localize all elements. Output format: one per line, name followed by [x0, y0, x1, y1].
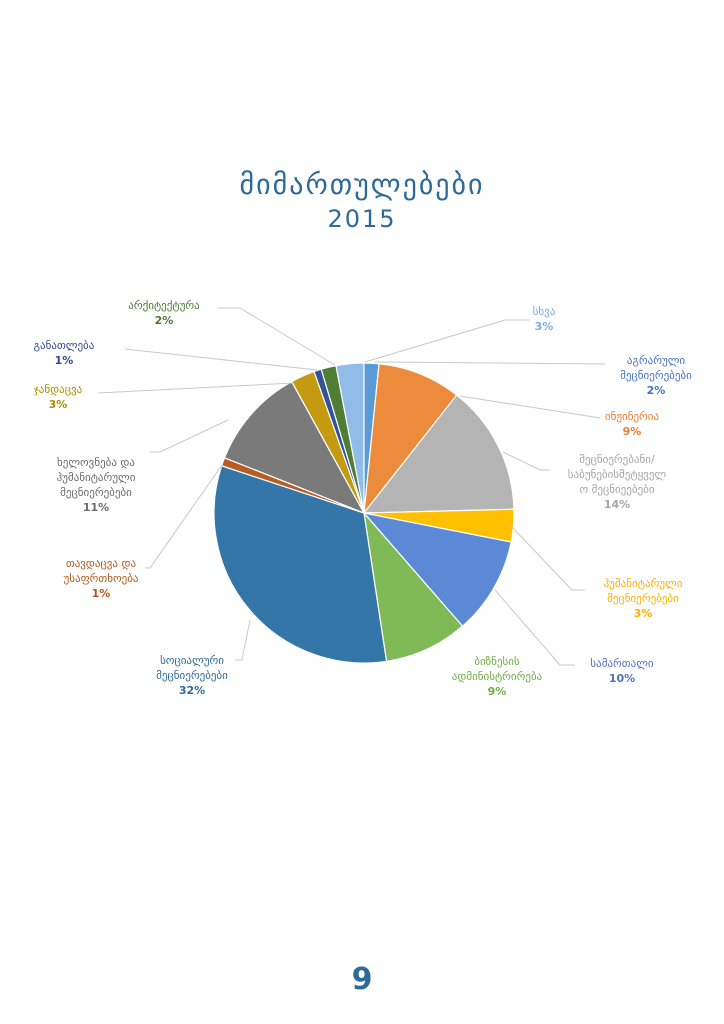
slice-label: სხვა [533, 305, 556, 318]
leader-line [124, 348, 318, 371]
slice-label: მეცნიერებანი/საბუნებისმეტყველ ო მეცნიეებე… [568, 453, 667, 496]
slice-label: ხელოვნება და ჰუმანიტარული მეცნიერებები [57, 456, 136, 499]
slice-percent: 14% [604, 498, 630, 511]
leader-line [509, 524, 585, 591]
leader-line [235, 619, 251, 661]
slice-label: ჰუმანიტარული მეცნიერებები [604, 577, 683, 605]
pie-slice [223, 380, 366, 515]
slice-label: სამართალი [590, 657, 654, 670]
slice-percent: 3% [535, 320, 554, 333]
leader-line [459, 395, 601, 419]
slice-percent: 2% [647, 384, 666, 397]
slice-labels: სხვა 3% აგრარული მეცნიერებები 2% ინჟინერია 9% მ… [34, 299, 692, 698]
leader-line [97, 382, 294, 394]
leader-line [150, 419, 229, 453]
pie-slice [213, 464, 388, 664]
leader-line [494, 589, 575, 666]
leader-line [374, 361, 606, 365]
leader-line [364, 319, 530, 363]
slice-label: არქიტექტურა [128, 299, 200, 312]
leader-line [218, 307, 336, 366]
slice-percent: 1% [55, 354, 74, 367]
slice-label: ბიზნესის ადმინისტრირება [452, 655, 543, 683]
pie-slice [362, 394, 515, 514]
leader-line [502, 451, 550, 471]
pie-slice [363, 511, 464, 662]
leader-line [145, 464, 223, 569]
chart-subtitle: 2015 [327, 205, 397, 233]
slice-label: სოციალური მეცნიერებები [156, 654, 228, 682]
page-number: 9 [351, 962, 373, 997]
pie-slices [213, 362, 515, 664]
slice-percent: 2% [155, 314, 174, 327]
slice-percent: 9% [623, 425, 642, 438]
slice-percent: 9% [488, 685, 507, 698]
slice-percent: 3% [634, 607, 653, 620]
slice-percent: 11% [83, 501, 109, 514]
slice-label: თავდაცვა და უსაფრთხოება [64, 557, 139, 585]
slice-label: აგრარული მეცნიერებები [620, 354, 692, 382]
slice-percent: 10% [609, 672, 635, 685]
pie-slice [320, 364, 365, 514]
slice-percent: 3% [49, 398, 68, 411]
slice-label: ინჟინერია [605, 410, 660, 423]
chart-title: მიმართულებები [239, 168, 485, 201]
slice-label: ჯანდაცვა [34, 383, 83, 396]
slice-label: განათლება [34, 339, 95, 352]
slice-percent: 1% [92, 587, 111, 600]
pie-slice [363, 363, 458, 515]
slice-percent: 32% [179, 684, 205, 697]
pie-slice [362, 512, 512, 627]
